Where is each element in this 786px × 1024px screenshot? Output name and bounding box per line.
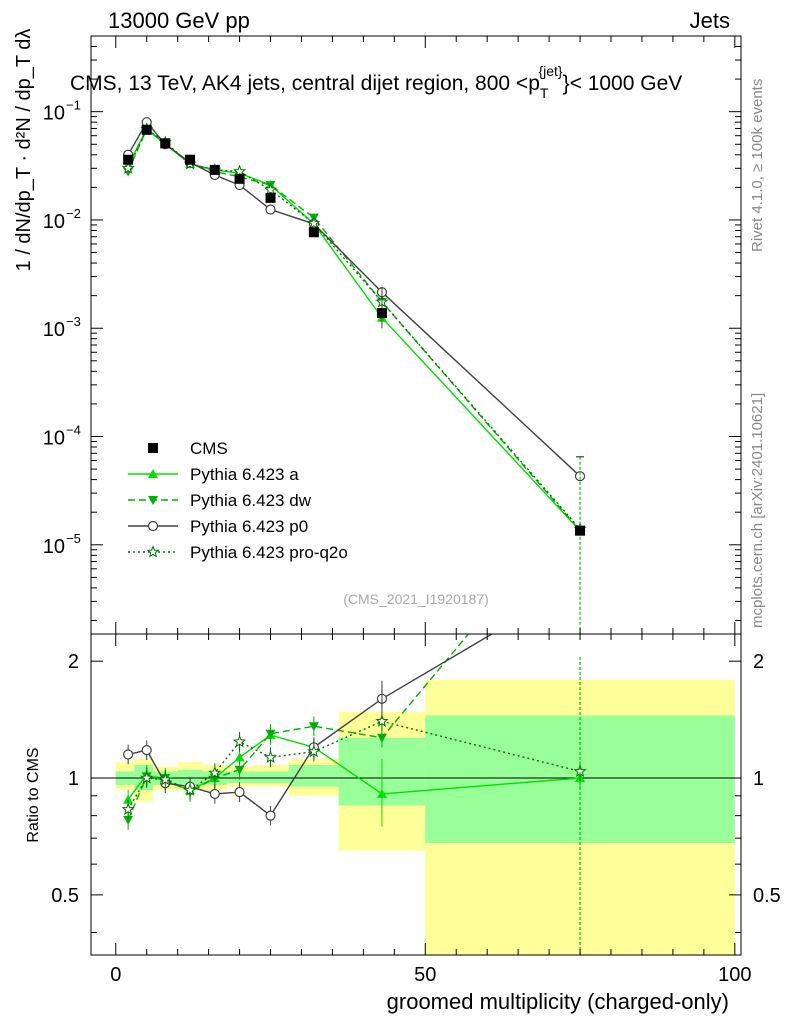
cms-point-2 (160, 138, 171, 149)
ratio-axis-title: Ratio to CMS (25, 747, 42, 842)
legend-label-2: Pythia 6.423 dw (190, 491, 312, 510)
band-green-6 (251, 771, 290, 784)
ratio-point-3-4 (208, 766, 222, 779)
ratio-point-3-2 (158, 772, 172, 786)
y-tick-exponent: −1 (66, 98, 81, 113)
ratio-frame (90, 633, 742, 956)
y-tick-label: 10 (43, 211, 65, 233)
cms-point-1 (141, 124, 152, 135)
main-point-2-6 (265, 204, 276, 215)
ratio-point-0-5 (234, 752, 245, 762)
chart-title: CMS, 13 TeV, AK4 jets, central dijet reg… (70, 63, 682, 101)
axes (90, 35, 742, 956)
ratio-point-1-6 (265, 729, 276, 739)
y-tick-label: 10 (43, 319, 65, 341)
ratio-y-tick-label-right: 2 (753, 651, 764, 673)
ratio-point-3-6 (264, 750, 278, 764)
header-left: 13000 GeV pp (108, 8, 250, 33)
legend-marker-0 (148, 443, 158, 453)
main-point-3-0 (121, 161, 135, 174)
ratio-point-2-5 (234, 786, 245, 798)
main-lines (121, 117, 587, 634)
ratio-point-3-0 (121, 802, 135, 816)
legend-label-1: Pythia 6.423 a (190, 465, 299, 484)
legend-label-3: Pythia 6.423 p0 (190, 517, 308, 536)
y-tick-exponent: −5 (66, 531, 81, 546)
ratio-line-3 (127, 720, 581, 810)
y-tick-label: 10 (43, 103, 65, 125)
legend-marker-1 (148, 469, 158, 478)
main-axis-title: 1 / dN/dp_T · d²N / dp_T dλ (13, 29, 35, 272)
cms-point-7 (308, 227, 319, 238)
header-right: Jets (689, 8, 730, 33)
main-line-2 (127, 120, 581, 477)
ratio-y-tick-label-right: 1 (753, 768, 764, 790)
ratio-point-1-7 (308, 722, 319, 732)
ratio-point-2-0 (123, 749, 134, 760)
ratio-point-0-0 (123, 794, 134, 804)
ratio-point-3-1 (140, 771, 154, 784)
y-tick-exponent: −3 (66, 314, 81, 329)
cms-point-4 (209, 164, 220, 175)
ratio-point-3-5 (232, 734, 247, 748)
ratio-line-1 (127, 634, 470, 821)
y-tick-exponent: −2 (66, 206, 81, 221)
main-point-3-7 (307, 216, 321, 229)
ratio-uncertainty-bands (91, 679, 741, 955)
main-point-3-6 (264, 182, 278, 196)
ratio-point-1-5 (234, 765, 245, 775)
x-axis-title: groomed multiplicity (charged-only) (387, 989, 729, 1014)
main-point-2-9 (574, 471, 586, 482)
cms-point-5 (234, 173, 245, 184)
y-tick-label: 10 (43, 536, 65, 558)
cms-point-8 (376, 308, 387, 319)
cms-point-0 (123, 154, 134, 165)
legend-marker-3 (147, 520, 159, 532)
ratio-point-1-8 (376, 733, 387, 743)
y-tick-label: 10 (43, 428, 65, 450)
legend: CMS Pythia 6.423 a Pythia 6.423 dw Pythia 6… (128, 439, 348, 562)
ratio-point-2-1 (141, 745, 152, 756)
ratio-point-1-0 (123, 815, 134, 825)
ratio-point-2-4 (209, 788, 220, 800)
main-frame (90, 35, 742, 635)
ratio-point-2-6 (265, 810, 276, 821)
legend-label-4: Pythia 6.423 pro-q2o (190, 543, 348, 562)
legend-marker-4 (146, 545, 160, 558)
ratio-y-tick-label: 2 (68, 651, 79, 673)
main-line-3 (127, 128, 581, 530)
legend-marker-2 (148, 496, 158, 505)
rivet-label: Rivet 4.1.0, ≥ 100k events (749, 79, 766, 252)
mcplots-label: mcplots.cern.ch [arXiv:2401.10621] (749, 393, 766, 628)
ratio-y-tick-label: 1 (68, 768, 79, 790)
y-tick-exponent: −4 (66, 423, 81, 438)
ratio-point-3-8 (375, 714, 389, 727)
ratio-lines (121, 634, 587, 955)
cms-point-9 (575, 525, 586, 536)
ratio-line-2 (127, 634, 494, 817)
ratio-point-3-7 (307, 744, 321, 758)
ratio-y-tick-label: 0.5 (51, 885, 79, 907)
x-tick-label: 50 (414, 964, 436, 986)
cms-point-6 (265, 192, 276, 203)
watermark: (CMS_2021_I1920187) (343, 591, 489, 607)
ratio-y-tick-label-right: 0.5 (753, 885, 781, 907)
x-tick-label: 0 (110, 964, 121, 986)
ratio-line-0 (127, 734, 581, 801)
x-tick-label: 100 (718, 964, 751, 986)
cms-point-3 (185, 154, 196, 165)
band-green-7 (289, 765, 339, 787)
ratio-point-3-3 (183, 783, 197, 796)
legend-label-0: CMS (190, 439, 228, 458)
